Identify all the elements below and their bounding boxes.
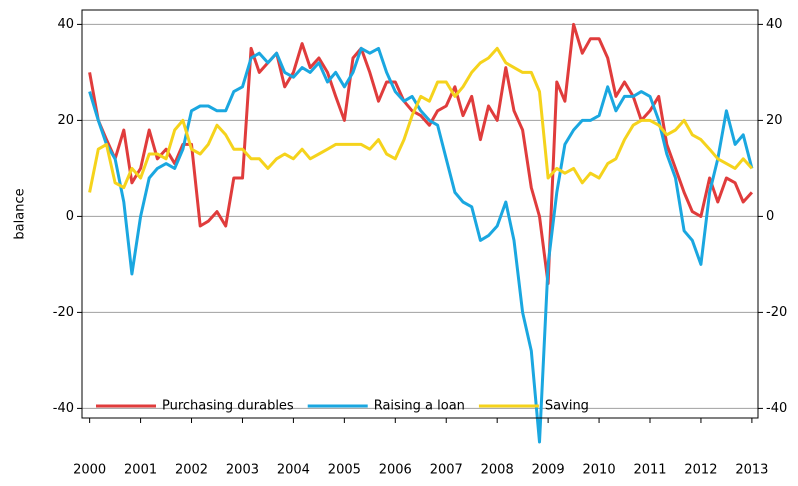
y2-tick-label: -40 [766,401,787,416]
x-tick-label: 2008 [481,463,514,478]
series-line [88,46,754,444]
x-tick-label: 2000 [73,463,106,478]
series-line [88,46,754,193]
legend-label: Raising a loan [374,399,465,414]
plot-frame [81,9,759,419]
x-tick-label: 2005 [328,463,361,478]
x-tick-label: 2012 [684,463,717,478]
x-tick-label: 2009 [532,463,565,478]
x-tick-label: 2007 [430,463,463,478]
x-tick-label: 2004 [277,463,310,478]
x-tick-label: 2003 [226,463,259,478]
x-tick-label: 2013 [735,463,768,478]
legend: Purchasing durables Raising a loan Saving [96,399,589,414]
series-line [88,22,754,286]
y2-tick-label: 20 [766,113,783,128]
x-tick-label: 2006 [379,463,412,478]
y-tick-label: -40 [53,401,74,416]
y2-tick-label: 40 [766,17,783,32]
x-tick-label: 2011 [633,463,666,478]
x-tick-label: 2002 [175,463,208,478]
y-tick-label: 40 [57,17,74,32]
legend-label: Purchasing durables [162,399,294,414]
y-tick-label: -20 [53,305,74,320]
y2-tick-label: 0 [766,209,774,224]
y2-tick-label: -20 [766,305,787,320]
y-axis-label: balance [13,188,28,239]
legend-label: Saving [545,399,589,414]
x-tick-label: 2010 [583,463,616,478]
y-tick-label: 20 [57,113,74,128]
x-tick-label: 2001 [124,463,157,478]
y-tick-label: 0 [66,209,74,224]
